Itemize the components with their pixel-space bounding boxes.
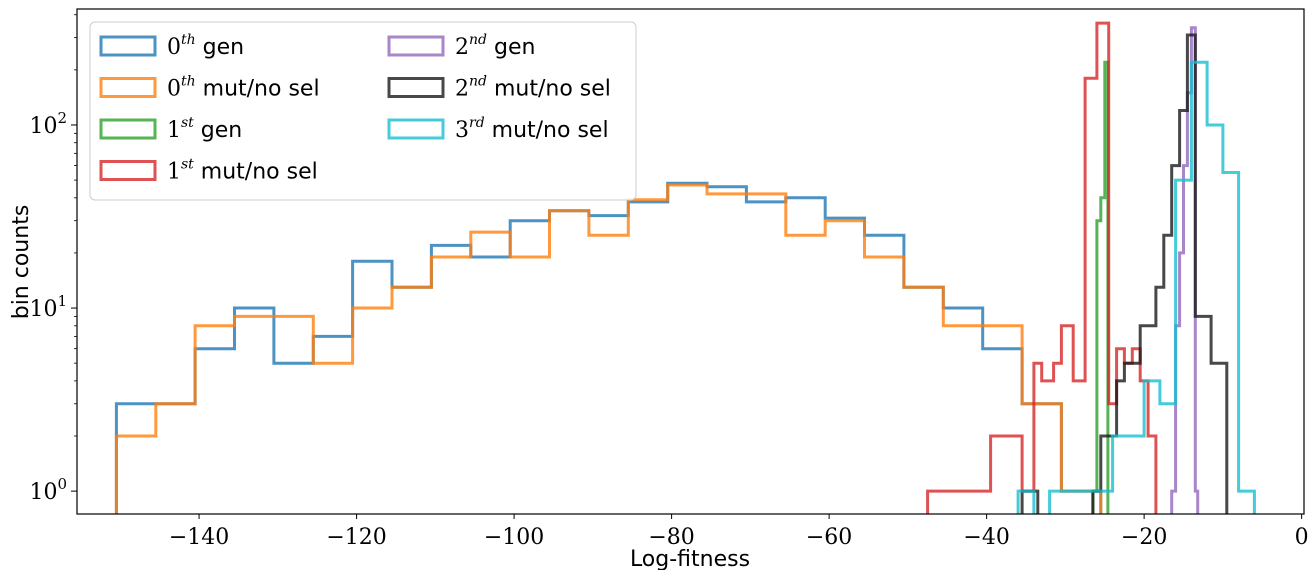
legend-swatch (99, 77, 157, 98)
legend-swatch (99, 160, 157, 181)
legend-label: 2nd mut/no sel (455, 74, 611, 102)
y-axis-label: bin counts (9, 205, 34, 320)
y-tick-label: 102 (29, 109, 67, 139)
histogram-series-group (114, 21, 1256, 514)
x-axis-label: Log-fitness (630, 547, 750, 570)
x-tick-label: −40 (963, 525, 1009, 550)
x-tick-label: −80 (648, 525, 694, 550)
legend-swatch (99, 35, 157, 57)
legend-label: 1st mut/no sel (167, 157, 318, 185)
y-axis: 100 101 102 (29, 14, 77, 505)
legend-label: 2nd gen (455, 32, 535, 60)
x-tick-label: −140 (169, 525, 229, 550)
legend-label: 1st gen (167, 115, 242, 143)
plot-frame (76, 8, 1305, 515)
x-tick-label: −60 (806, 525, 852, 550)
x-tick-label: −100 (484, 525, 544, 550)
legend-label: 3rd mut/no sel (455, 115, 609, 143)
legend-swatch (387, 77, 445, 98)
y-tick-label: 101 (29, 292, 67, 322)
legend-label: 0th gen (167, 32, 244, 60)
x-axis: −140 −120 −100 −80 −60 −40 −20 0 (169, 514, 1308, 550)
x-tick-label: −20 (1121, 525, 1167, 550)
legend-swatch (387, 35, 445, 57)
y-tick-label: 100 (29, 475, 67, 505)
histogram-series-1 (114, 183, 1103, 514)
legend: 0th gen 0th mut/no sel 1st gen 1st mut/no s… (89, 21, 637, 201)
legend-label: 0th mut/no sel (167, 74, 320, 102)
legend-swatch (99, 118, 157, 140)
x-tick-label: 0 (1295, 525, 1308, 550)
legend-box (89, 21, 637, 201)
histogram-series-3 (926, 21, 1158, 514)
histogram-series-6 (1016, 60, 1256, 514)
x-tick-label: −120 (326, 525, 386, 550)
legend-swatch (387, 118, 445, 140)
